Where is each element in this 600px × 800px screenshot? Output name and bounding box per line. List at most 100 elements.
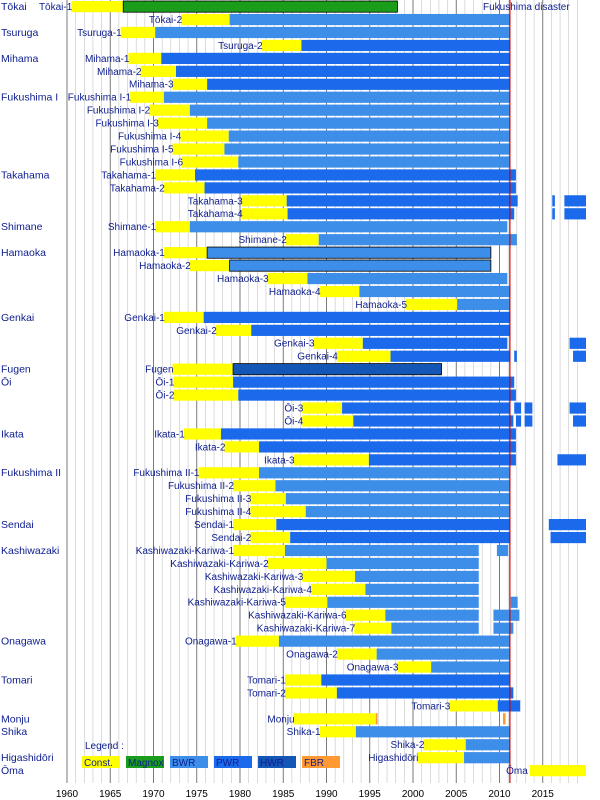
operation-bar-sendai-1-2 — [548, 519, 586, 531]
construction-bar-fugen — [172, 363, 234, 375]
unit-label-tomari-1: Tomari-1 — [247, 675, 286, 686]
unit-label-kashiwazaki-kariwa-4: Kashiwazaki-Kariwa-4 — [214, 585, 313, 596]
construction-bar-monju — [293, 713, 376, 725]
operation-bar-kashiwazaki-kariwa-5-2 — [510, 596, 518, 608]
site-label-tomari: Tomari — [1, 674, 33, 686]
operation-bar-oi-3-3 — [524, 402, 533, 414]
x-tick-label-2000: 2000 — [402, 789, 425, 800]
operation-bar-hamaoka-5-1 — [457, 298, 510, 311]
unit-label-hamaoka-4: Hamaoka-4 — [269, 287, 321, 298]
construction-bar-ikata-2 — [224, 441, 260, 453]
operation-bar-fukushima-i-4-1 — [228, 130, 510, 142]
operation-bar-monju-2 — [502, 713, 506, 725]
unit-label-kashiwazaki-kariwa-7: Kashiwazaki-Kariwa-7 — [257, 624, 356, 635]
unit-label-tokai-1: Tōkai-1 — [39, 2, 73, 13]
operation-bar-sendai-2-1 — [290, 531, 510, 544]
operation-bar-fukushima-ii-3-1 — [285, 493, 510, 505]
construction-bar-fukushima-ii-4 — [250, 506, 306, 518]
legend-label-magnox: Magnox — [128, 758, 164, 769]
unit-label-ikata-1: Ikata-1 — [154, 429, 185, 440]
operation-bar-fukushima-i-5-1 — [224, 143, 510, 155]
site-label-fukushima-ii: Fukushima II — [1, 467, 61, 479]
site-label-takahama: Takahama — [1, 169, 50, 181]
operation-bar-sendai-1-1 — [276, 519, 510, 531]
construction-bar-mihama-2 — [140, 65, 176, 77]
unit-label-takahama-1: Takahama-1 — [101, 170, 156, 181]
unit-label-onagawa-2: Onagawa-2 — [286, 650, 338, 661]
construction-bar-higashidori — [417, 752, 465, 764]
legend-swatch-magnox — [126, 756, 164, 768]
construction-bar-fukushima-i-1 — [130, 91, 164, 103]
operation-bar-tomari-1-1 — [321, 674, 510, 686]
construction-bar-onagawa-2 — [336, 648, 377, 660]
construction-bar-hamaoka-3 — [267, 272, 308, 285]
legend-swatch-const — [82, 756, 120, 768]
unit-label-hamaoka-2: Hamaoka-2 — [139, 261, 191, 272]
unit-label-oma: Ōma — [506, 765, 528, 777]
operation-bar-takahama-4-1 — [287, 208, 515, 220]
unit-label-oi-3: Ōi-3 — [284, 402, 303, 414]
construction-bar-oma — [529, 765, 586, 777]
construction-bar-takahama-2 — [163, 182, 205, 194]
unit-label-takahama-3: Takahama-3 — [188, 196, 243, 207]
construction-bar-shimane-2 — [285, 234, 319, 246]
unit-label-takahama-2: Takahama-2 — [110, 183, 165, 194]
operation-bar-takahama-1-1 — [195, 169, 516, 181]
operation-bar-fukushima-ii-1-1 — [259, 467, 510, 479]
construction-bar-onagawa-1 — [235, 635, 279, 647]
operation-bar-takahama-4-3 — [564, 208, 586, 220]
operation-bar-fukushima-i-1-1 — [163, 91, 510, 103]
construction-bar-onagawa-3 — [397, 661, 432, 673]
unit-label-fukushima-i-2: Fukushima I-2 — [87, 106, 151, 117]
construction-bar-hamaoka-1 — [163, 247, 208, 259]
unit-label-fukushima-ii-4: Fukushima II-4 — [185, 507, 252, 518]
operation-bar-sendai-2-2 — [550, 531, 586, 544]
construction-bar-shika-2 — [423, 739, 466, 751]
unit-label-kashiwazaki-kariwa-6: Kashiwazaki-Kariwa-6 — [248, 611, 347, 622]
construction-bar-shika-1 — [319, 726, 356, 738]
unit-label-shika-2: Shika-2 — [390, 740, 424, 751]
operation-bar-kashiwazaki-kariwa-4-1 — [365, 583, 479, 595]
construction-bar-hamaoka-5 — [406, 298, 458, 311]
construction-bar-tomari-2 — [284, 687, 337, 699]
operation-bar-kashiwazaki-kariwa-1-2 — [496, 544, 509, 557]
construction-bar-genkai-4 — [336, 350, 391, 362]
legend-swatch-bwr — [170, 756, 208, 768]
site-label-kashiwazaki: Kashiwazaki — [1, 545, 59, 557]
operation-bar-kashiwazaki-kariwa-6-2 — [493, 609, 520, 621]
site-label-genkai: Genkai — [1, 312, 34, 324]
unit-label-oi-4: Ōi-4 — [284, 415, 303, 427]
operation-bar-genkai-2-1 — [251, 324, 510, 336]
construction-bar-tomari-3 — [449, 700, 498, 712]
operation-bar-tsuruga-1-1 — [155, 26, 510, 39]
operation-bar-fugen-1 — [232, 363, 442, 376]
construction-bar-kashiwazaki-kariwa-6 — [345, 609, 386, 621]
construction-bar-fukushima-ii-2 — [233, 480, 276, 492]
operation-bar-oi-1-1 — [233, 376, 515, 388]
x-tick-label-1970: 1970 — [142, 789, 165, 800]
operation-bar-kashiwazaki-kariwa-3-1 — [355, 570, 479, 582]
unit-label-oi-1: Ōi-1 — [155, 377, 174, 389]
construction-bar-tsuruga-2 — [261, 39, 302, 52]
construction-bar-kashiwazaki-kariwa-5 — [284, 596, 328, 608]
unit-label-fukushima-ii-3: Fukushima II-3 — [185, 494, 252, 505]
operation-bar-tokai-2-1 — [229, 13, 510, 26]
construction-bar-ikata-3 — [293, 454, 369, 466]
construction-bar-tokai-1 — [71, 1, 124, 13]
x-tick-label-1995: 1995 — [359, 789, 382, 800]
construction-bar-oi-3 — [302, 402, 343, 414]
operation-bar-tomari-2-1 — [336, 687, 514, 699]
construction-bar-genkai-1 — [163, 311, 204, 323]
unit-label-hamaoka-3: Hamaoka-3 — [217, 274, 269, 285]
construction-bar-kashiwazaki-kariwa-2 — [267, 557, 327, 570]
construction-bar-fukushima-ii-1 — [198, 467, 260, 479]
operation-bar-monju-1 — [375, 713, 378, 725]
unit-label-kashiwazaki-kariwa-2: Kashiwazaki-Kariwa-2 — [170, 559, 269, 570]
legend-swatch-hwr — [258, 756, 296, 768]
construction-bar-takahama-3 — [241, 195, 287, 207]
x-tick-label-1960: 1960 — [56, 789, 79, 800]
operation-bar-oi-2-1 — [238, 389, 516, 401]
x-tick-label-1965: 1965 — [99, 789, 122, 800]
construction-bar-sendai-1 — [233, 519, 277, 531]
operation-bar-ikata-2-1 — [259, 441, 516, 453]
